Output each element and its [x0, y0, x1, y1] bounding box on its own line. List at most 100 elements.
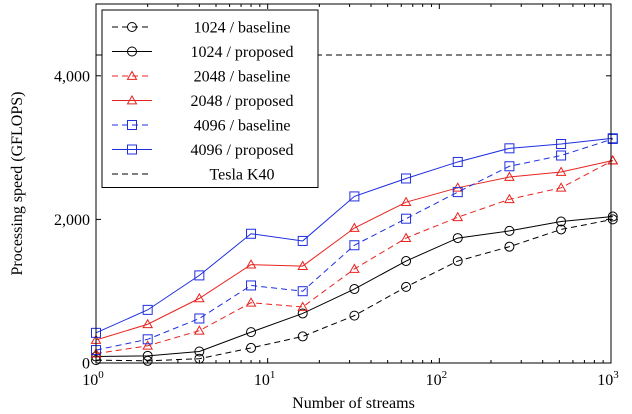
legend-marker — [126, 94, 138, 105]
data-point — [400, 196, 412, 207]
series-line — [95, 138, 613, 351]
legend-marker — [126, 70, 138, 80]
data-point — [607, 211, 618, 222]
data-point — [504, 193, 515, 204]
legend-label: 4096 / proposed — [190, 142, 293, 159]
data-point — [349, 240, 360, 251]
y-tick-label: 2,000 — [54, 212, 90, 229]
series-2 — [91, 211, 618, 362]
data-point — [193, 292, 205, 303]
series-6 — [91, 133, 618, 338]
data-point — [401, 173, 412, 184]
data-point — [452, 211, 464, 222]
data-point — [297, 301, 309, 311]
data-point — [452, 156, 463, 167]
data-point — [246, 342, 257, 353]
data-point — [246, 228, 257, 239]
legend-item: Tesla K40 — [112, 167, 275, 184]
data-point — [401, 213, 412, 224]
legend-item: 1024 / baseline — [112, 20, 290, 37]
data-point — [194, 270, 205, 281]
data-point — [246, 280, 257, 291]
legend: 1024 / baseline 1024 / proposed 2048 / bas… — [101, 9, 319, 188]
data-point — [504, 241, 515, 252]
data-point — [504, 161, 515, 172]
series-1 — [91, 214, 618, 366]
data-point — [193, 325, 205, 335]
data-point — [556, 216, 567, 227]
y-axis-label: Processing speed (GFLOPS) — [9, 92, 26, 276]
data-point — [401, 281, 412, 292]
x-tick-label: 101 — [254, 369, 276, 389]
data-point — [142, 340, 154, 350]
data-point — [245, 297, 257, 307]
legend-marker — [127, 46, 137, 57]
data-point — [452, 233, 463, 244]
chart-marks — [90, 54, 619, 366]
x-tick-label: 100 — [82, 369, 104, 389]
data-point — [452, 256, 463, 267]
x-tick-label: 103 — [597, 369, 619, 389]
legend-item: 4096 / proposed — [112, 142, 294, 159]
data-point — [349, 263, 360, 273]
data-point — [297, 308, 308, 319]
data-point — [349, 284, 360, 295]
series-line — [95, 160, 613, 341]
y-tick-label: 4,000 — [54, 68, 90, 85]
data-point — [142, 318, 154, 329]
legend-label: 1024 / baseline — [194, 20, 291, 37]
data-point — [297, 286, 308, 297]
y-tick-label: 0 — [82, 356, 90, 373]
legend-marker — [127, 22, 137, 32]
data-point — [297, 331, 308, 342]
legend-label: 2048 / proposed — [190, 93, 293, 110]
data-point — [194, 313, 205, 324]
data-point — [245, 259, 257, 269]
data-point — [556, 150, 567, 161]
data-point — [401, 256, 412, 267]
data-point — [504, 171, 515, 181]
data-point — [142, 304, 153, 315]
data-point — [555, 166, 567, 176]
data-point — [142, 334, 153, 345]
legend-item: 4096 / baseline — [112, 118, 290, 135]
data-point — [452, 187, 463, 198]
data-point — [349, 222, 360, 232]
legend-item: 2048 / proposed — [112, 93, 294, 110]
x-tick-label: 102 — [426, 369, 448, 389]
data-point — [504, 143, 515, 154]
data-point — [607, 155, 619, 165]
legend-label: Tesla K40 — [209, 167, 274, 184]
series-3 — [90, 155, 619, 358]
data-point — [142, 355, 153, 366]
plot-frame — [95, 3, 612, 364]
data-point — [297, 235, 308, 246]
data-point — [246, 327, 257, 338]
data-point — [349, 310, 360, 321]
legend-box — [101, 9, 319, 188]
data-point — [607, 133, 618, 144]
legend-label: 2048 / baseline — [194, 69, 291, 86]
x-axis-label: Number of streams — [292, 395, 415, 412]
legend-item: 2048 / baseline — [112, 69, 290, 86]
legend-label: 1024 / proposed — [190, 44, 293, 61]
data-point — [349, 191, 360, 202]
data-point — [194, 346, 205, 357]
series-line — [95, 137, 613, 334]
series-line — [95, 216, 613, 358]
legend-label: 4096 / baseline — [194, 118, 291, 135]
legend-marker — [127, 144, 137, 155]
chart-axes: 0 2,000 4,000 100 101 102 103 — [54, 4, 619, 389]
data-point — [555, 182, 567, 192]
series-line — [95, 160, 614, 355]
data-point — [400, 232, 412, 242]
legend-marker — [127, 120, 137, 130]
data-point — [556, 224, 567, 235]
legend-item: 1024 / proposed — [112, 44, 294, 61]
series-line — [95, 218, 613, 362]
data-point — [504, 225, 515, 236]
data-point — [607, 155, 619, 165]
data-point — [297, 260, 309, 270]
